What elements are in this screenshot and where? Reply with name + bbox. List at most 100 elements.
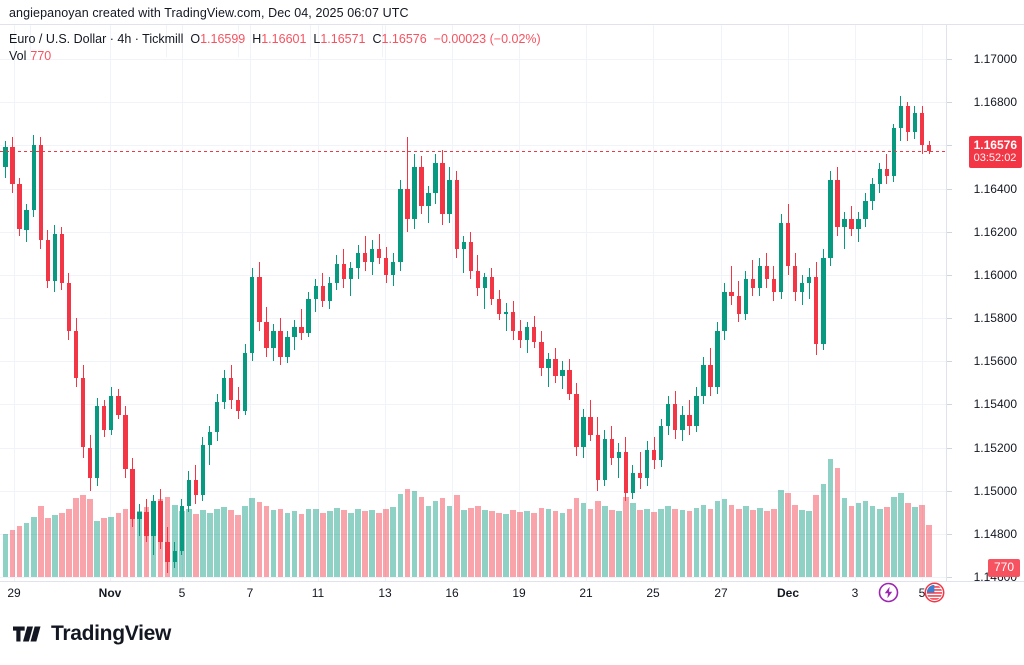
volume-bar bbox=[355, 509, 361, 577]
chart-legend[interactable]: Euro / U.S. Dollar · 4h · Tickmill O1.16… bbox=[9, 31, 541, 65]
time-axis-label: 3 bbox=[851, 586, 859, 600]
volume-bar bbox=[291, 511, 298, 577]
candle-body bbox=[405, 188, 410, 219]
usd-flag-icon[interactable] bbox=[924, 582, 945, 603]
volume-bar bbox=[813, 495, 820, 577]
legend-separator bbox=[238, 25, 239, 57]
tradingview-mark-icon bbox=[13, 626, 41, 642]
candle-body bbox=[137, 512, 142, 519]
volume-bar bbox=[778, 489, 784, 577]
volume-bar bbox=[679, 509, 686, 577]
volume-bar bbox=[468, 507, 474, 577]
candle-body bbox=[877, 169, 882, 185]
price-tick-mark bbox=[947, 231, 952, 233]
volume-bar bbox=[9, 530, 16, 577]
volume-bar bbox=[390, 507, 397, 577]
legend-volume-value: 770 bbox=[30, 49, 52, 63]
volume-bar bbox=[672, 508, 679, 577]
price-axis[interactable]: 1.170001.168001.166001.164001.162001.160… bbox=[946, 25, 1024, 583]
candle-body bbox=[306, 298, 311, 334]
candle-body bbox=[193, 479, 199, 495]
candle-body bbox=[250, 276, 255, 353]
legend-high-value: 1.16601 bbox=[261, 32, 307, 46]
candle-body bbox=[926, 145, 932, 151]
volume-bar bbox=[66, 509, 72, 577]
candle-body bbox=[376, 248, 382, 258]
candle-body bbox=[644, 449, 650, 478]
volume-bar bbox=[637, 509, 643, 577]
volume-bar bbox=[827, 459, 834, 577]
volume-bar bbox=[834, 468, 841, 577]
candle-body bbox=[186, 479, 192, 506]
time-axis-label: 13 bbox=[378, 586, 392, 600]
volume-bar bbox=[115, 513, 122, 577]
volume-bar bbox=[700, 504, 707, 577]
candle-body bbox=[66, 283, 72, 331]
time-axis-label: 27 bbox=[714, 586, 728, 600]
candle-body bbox=[200, 445, 206, 495]
candle-body bbox=[214, 402, 220, 433]
current-price-badge[interactable]: 1.16576 03:52:02 bbox=[968, 135, 1022, 168]
candle-body bbox=[80, 378, 86, 448]
legend-symbol[interactable]: Euro / U.S. Dollar bbox=[9, 32, 107, 46]
volume-bar bbox=[616, 511, 622, 577]
candle-body bbox=[31, 145, 36, 211]
candle-body bbox=[680, 415, 685, 431]
volume-bar bbox=[263, 505, 270, 577]
candle-body bbox=[778, 223, 784, 293]
candle-body bbox=[630, 473, 636, 493]
price-tick-mark bbox=[947, 404, 952, 406]
volume-bar bbox=[651, 511, 657, 577]
price-tick-mark bbox=[947, 145, 952, 147]
price-axis-label: 1.14800 bbox=[973, 526, 1017, 541]
volume-bar bbox=[30, 516, 37, 577]
candle-body bbox=[348, 268, 354, 280]
volume-bar bbox=[883, 507, 890, 577]
time-axis-label: 16 bbox=[445, 586, 459, 600]
volume-bar bbox=[108, 516, 115, 577]
price-tick-mark bbox=[947, 59, 952, 60]
candle-body bbox=[165, 542, 170, 562]
candle-body bbox=[461, 242, 466, 249]
candle-body bbox=[299, 326, 304, 334]
volume-bar bbox=[820, 484, 827, 577]
legend-interval[interactable]: 4h bbox=[117, 32, 132, 46]
candle-body bbox=[496, 298, 502, 314]
candle-body bbox=[17, 184, 22, 230]
volume-bar bbox=[411, 491, 418, 577]
legend-volume-label[interactable]: Vol bbox=[9, 49, 27, 63]
volume-bar bbox=[397, 493, 404, 577]
volume-bar bbox=[792, 504, 798, 577]
candle-body bbox=[10, 147, 15, 185]
candle-body bbox=[313, 285, 318, 299]
lightning-bolt-icon[interactable] bbox=[878, 582, 899, 603]
price-tick-mark bbox=[947, 361, 952, 363]
legend-main-row: Euro / U.S. Dollar · 4h · Tickmill O1.16… bbox=[9, 31, 541, 48]
gridline bbox=[452, 25, 453, 581]
gridline bbox=[0, 231, 946, 233]
candle-wick bbox=[463, 235, 465, 273]
candle-wick bbox=[639, 451, 641, 489]
volume-bar bbox=[312, 508, 319, 577]
volume-bar bbox=[898, 492, 904, 577]
volume-bar bbox=[80, 495, 86, 577]
volume-bar bbox=[517, 511, 523, 577]
chart-plot-area[interactable] bbox=[0, 25, 946, 581]
candle-body bbox=[285, 337, 290, 357]
volume-bar bbox=[587, 508, 594, 577]
volume-bar bbox=[728, 504, 735, 577]
volume-value-badge[interactable]: 770 bbox=[987, 559, 1020, 577]
time-axis[interactable]: 29 Nov 5 7 11 13 16 19 21 25 27 Dec 3 5 bbox=[0, 582, 1024, 610]
candle-body bbox=[701, 365, 706, 396]
volume-bar bbox=[270, 509, 277, 577]
volume-bar bbox=[658, 509, 664, 577]
candle-body bbox=[771, 279, 777, 293]
candle-body bbox=[539, 341, 544, 368]
gridline bbox=[653, 25, 654, 581]
volume-bar bbox=[186, 508, 192, 577]
volume-bar bbox=[249, 497, 256, 577]
candle-body bbox=[687, 415, 692, 426]
candle-body bbox=[94, 406, 100, 478]
candle-body bbox=[87, 447, 93, 478]
candle-wick bbox=[406, 136, 408, 232]
